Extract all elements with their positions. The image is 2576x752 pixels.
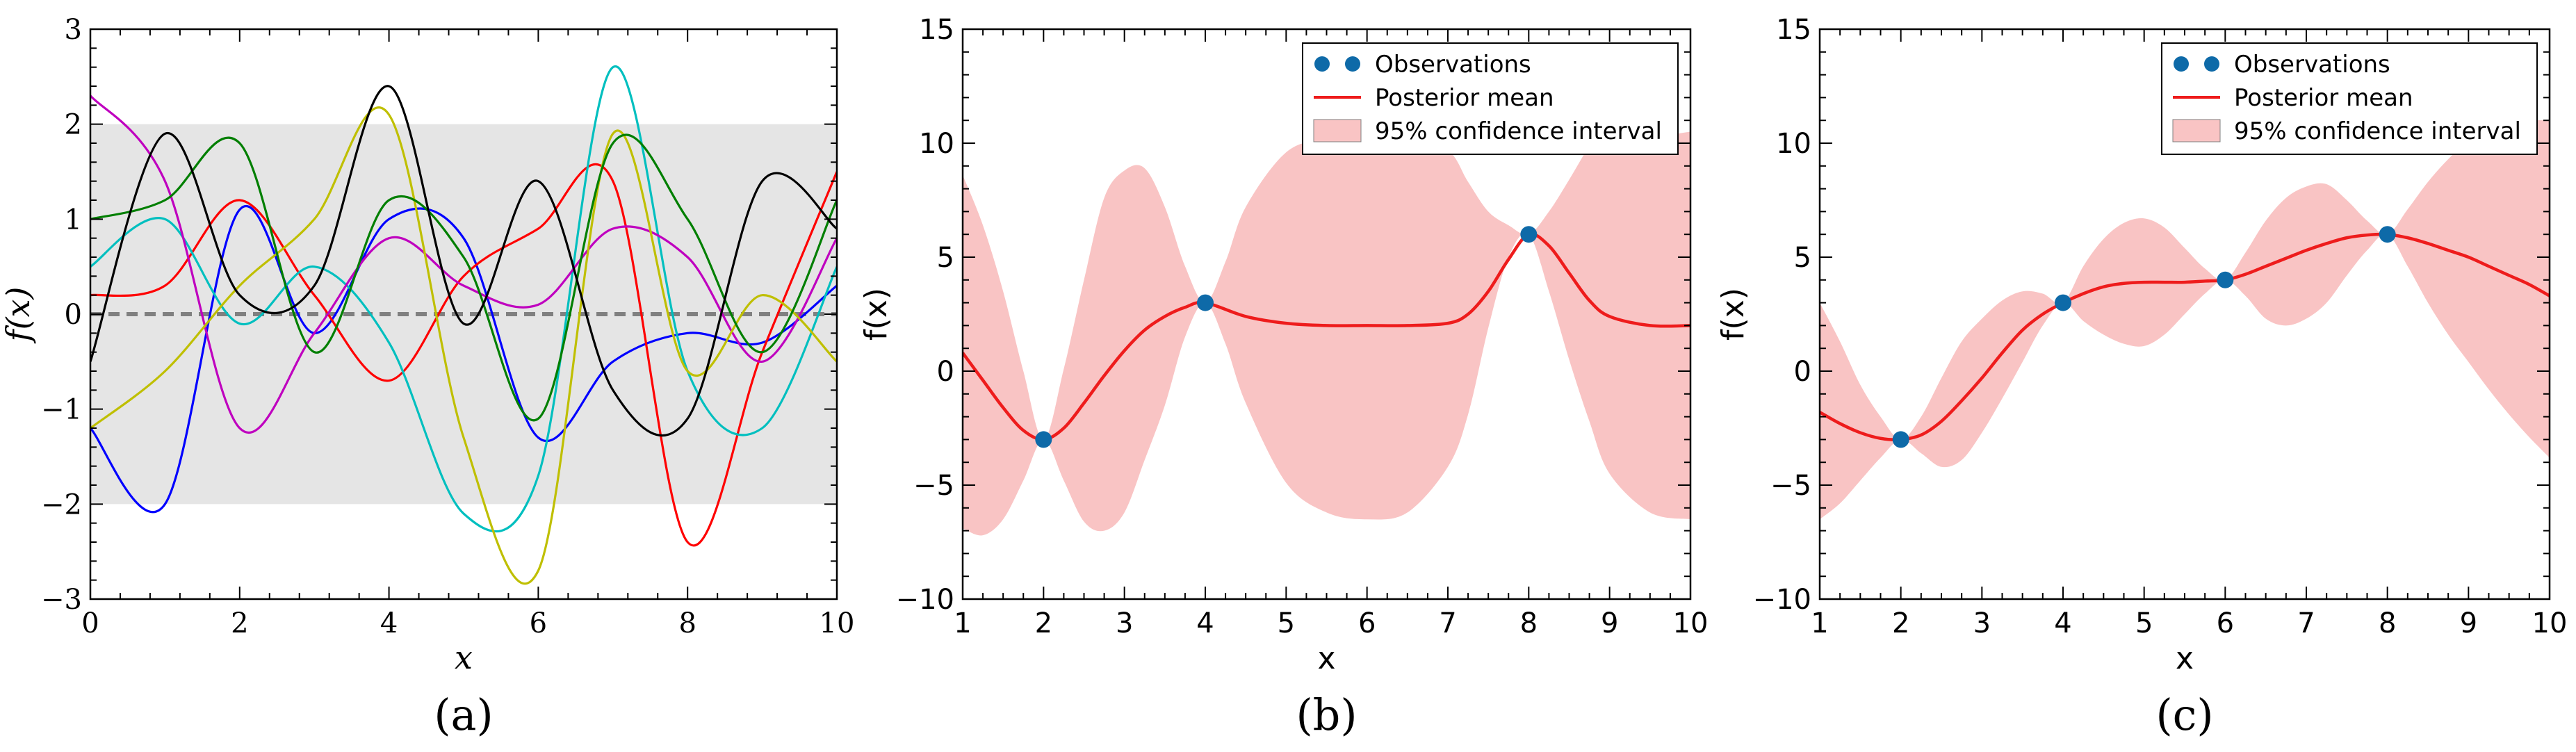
x-tick-label: 10 (2532, 607, 2568, 639)
x-tick-label: 8 (2379, 607, 2396, 639)
y-tick-label: 10 (1776, 128, 1811, 160)
confidence-interval-band (1820, 120, 2550, 520)
y-tick-label: 0 (1794, 356, 1811, 388)
y-tick-label: 5 (1794, 242, 1811, 274)
observation-point (1197, 294, 1214, 311)
legend-confidence-swatch (1313, 119, 1362, 142)
legend: Observations Posterior mean 95% confidence… (1302, 42, 1679, 155)
x-tick-label: 3 (1973, 607, 1991, 639)
prior-sample-6-line (90, 133, 837, 422)
x-axis-label: x (455, 639, 473, 676)
x-tick-label: 1 (954, 607, 971, 639)
y-tick-label: −10 (1753, 584, 1811, 616)
x-tick-label: 2 (1035, 607, 1052, 639)
plot-area (90, 65, 837, 585)
y-tick-label: 1 (65, 204, 82, 236)
x-tick-label: 6 (530, 607, 547, 639)
panel-caption: (c) (2155, 689, 2213, 740)
x-tick-label: 5 (2135, 607, 2153, 639)
legend-observations-marker (1314, 56, 1330, 72)
posterior-mean-line (963, 232, 1690, 441)
observation-point (2055, 294, 2071, 311)
x-tick-label: 9 (2460, 607, 2477, 639)
x-tick-label: 5 (1278, 607, 1295, 639)
x-tick-label: 4 (380, 607, 398, 639)
x-tick-label: 10 (820, 607, 855, 639)
x-tick-label: 4 (2054, 607, 2071, 639)
legend-entry-label: Posterior mean (2234, 84, 2413, 112)
prior-sample-5-line (90, 106, 837, 585)
plot-area (1820, 120, 2550, 520)
legend-entry-label: Posterior mean (1375, 84, 1554, 112)
legend-entry-label: 95% confidence interval (2234, 117, 2521, 145)
legend-confidence-swatch (2172, 119, 2221, 142)
x-axis-label: x (1317, 641, 1335, 676)
y-axis-label: f(x) (858, 288, 894, 341)
chart-panel-b: 1 2 3 4 5 6 7 8 9 10 −10 −5 0 5 10 15 x f(x) (b) Observatio… (858, 14, 1708, 740)
y-tick-label: 15 (919, 14, 954, 46)
x-tick-label: 8 (1520, 607, 1538, 639)
y-tick-label: −10 (896, 584, 954, 616)
x-tick-label: 2 (1892, 607, 1909, 639)
x-tick-label: 4 (1196, 607, 1214, 639)
y-axis-label: f(x) (1715, 288, 1751, 341)
panel-caption: (a) (434, 689, 493, 740)
x-tick-label: 10 (1673, 607, 1709, 639)
x-tick-label: 7 (1439, 607, 1456, 639)
legend-entry-label: Observations (1375, 51, 1531, 79)
observation-point (2379, 226, 2396, 243)
observation-point (2217, 271, 2234, 288)
y-tick-label: 2 (65, 109, 82, 141)
prior-sample-7-line (90, 85, 837, 437)
x-tick-label: 9 (1601, 607, 1618, 639)
chart-panel-a: 0 2 4 6 8 10 −3 −2 −1 0 1 2 3 x f(x) (a) (0, 14, 854, 740)
legend-frame (1302, 42, 1679, 155)
y-tick-label: 10 (919, 128, 954, 160)
legend-observations-marker (2174, 56, 2189, 72)
legend-observations-marker (1345, 56, 1360, 72)
y-tick-label: 15 (1776, 14, 1811, 46)
x-tick-label: 1 (1811, 607, 1828, 639)
x-tick-label: 0 (81, 607, 99, 639)
panel-caption: (b) (1296, 689, 1357, 740)
observation-point (1035, 431, 1052, 448)
posterior-mean-line (1820, 232, 2550, 441)
legend-entry-label: Observations (2234, 51, 2390, 79)
observation-point (1892, 431, 1909, 448)
y-tick-label: −3 (41, 584, 82, 616)
y-tick-label: −5 (913, 470, 954, 502)
y-tick-label: 3 (65, 14, 82, 46)
prior-sample-3-line (90, 65, 837, 532)
y-tick-label: −1 (41, 394, 82, 426)
x-tick-label: 8 (678, 607, 696, 639)
legend-observations-marker (2204, 56, 2219, 72)
legend-frame (2161, 42, 2538, 155)
legend-entry-label: 95% confidence interval (1375, 117, 1662, 145)
chart-panel-c: 1 2 3 4 5 6 7 8 9 10 −10 −5 0 5 10 15 x f(x) (c) Observatio… (1715, 14, 2567, 740)
y-tick-label: 0 (937, 356, 954, 388)
y-axis-label: f(x) (0, 287, 37, 344)
y-tick-label: −5 (1770, 470, 1811, 502)
y-tick-label: 0 (65, 299, 82, 331)
x-tick-label: 7 (2297, 607, 2315, 639)
x-tick-label: 2 (231, 607, 248, 639)
prior-sample-2-line (90, 163, 837, 547)
x-tick-label: 6 (2217, 607, 2234, 639)
x-tick-label: 3 (1116, 607, 1133, 639)
plot-area (963, 113, 1690, 536)
x-tick-label: 6 (1358, 607, 1376, 639)
y-tick-label: 5 (937, 242, 954, 274)
legend: Observations Posterior mean 95% confidence… (2161, 42, 2538, 155)
observation-point (1520, 226, 1538, 243)
y-tick-label: −2 (41, 489, 82, 521)
x-axis-label: x (2176, 641, 2194, 676)
